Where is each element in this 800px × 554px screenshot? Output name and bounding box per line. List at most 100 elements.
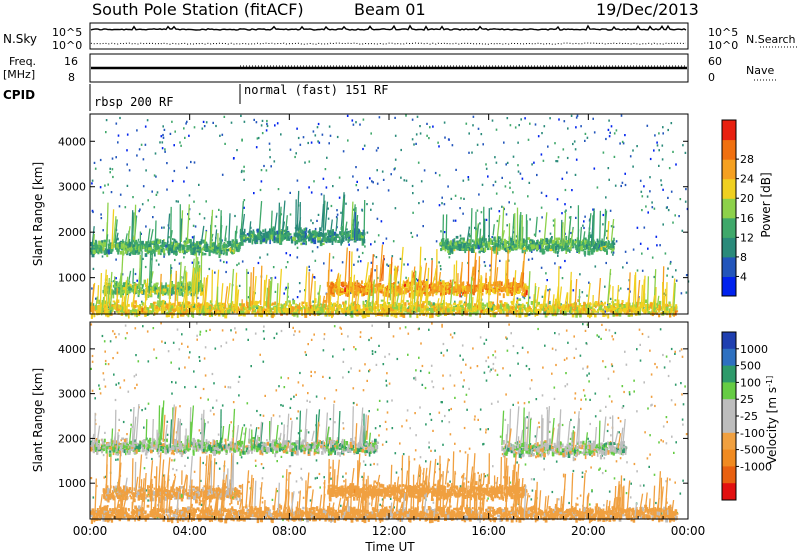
noise-left-tick-top: 10^5 xyxy=(52,26,82,39)
feature-1-mark xyxy=(269,228,272,234)
feature-2-mark xyxy=(559,243,562,246)
feature-0-mark xyxy=(173,251,176,255)
feature-2-mark xyxy=(539,242,542,247)
speckle-mark xyxy=(310,191,313,194)
feature-2-mark xyxy=(595,246,598,251)
speckle-mark xyxy=(483,261,486,264)
feature-3-mark xyxy=(351,289,354,293)
feature-0-mark xyxy=(231,251,234,255)
speckle-mark xyxy=(299,290,301,293)
feature-2-mark xyxy=(467,242,470,246)
speckle-mark xyxy=(485,218,488,221)
speckle-mark xyxy=(295,152,297,155)
speckle-mark xyxy=(377,234,380,237)
speckle-mark xyxy=(564,203,566,206)
speckle-mark xyxy=(382,178,385,181)
speckle-mark xyxy=(604,310,606,313)
speckle-mark xyxy=(314,227,317,231)
noise-panel: N.Sky 10^5 10^0 10^5 10^0 N.Search xyxy=(3,22,798,52)
speckle-mark xyxy=(372,181,374,184)
feature-3-mark xyxy=(345,282,347,285)
feature-2-mark xyxy=(484,243,488,248)
feature-0-mark xyxy=(129,242,132,247)
feature-3-mark xyxy=(386,290,389,294)
speckle-mark xyxy=(161,147,164,150)
speckle-mark xyxy=(183,256,185,259)
feature-5-mark xyxy=(537,301,540,305)
feature-2-mark xyxy=(567,247,571,250)
speckle-mark xyxy=(338,176,341,179)
speckle-mark xyxy=(622,266,624,269)
streak-mark xyxy=(137,267,141,289)
streak-mark xyxy=(478,228,482,244)
speckle-mark xyxy=(269,148,271,151)
feature-4-mark xyxy=(126,289,130,294)
speckle-mark xyxy=(381,170,384,173)
speckle-mark xyxy=(582,224,584,227)
feature-0-mark xyxy=(189,240,192,244)
speckle-mark xyxy=(568,248,570,251)
feature-5-mark xyxy=(448,303,451,306)
feature-2-mark xyxy=(454,242,458,246)
feature-2-mark xyxy=(488,241,492,244)
speckle-mark xyxy=(370,243,372,246)
speckle-mark xyxy=(233,157,235,160)
feature-2-mark xyxy=(452,239,455,243)
speckle-mark xyxy=(219,259,222,262)
speckle-mark xyxy=(411,184,414,188)
speckle-mark xyxy=(348,243,350,246)
feature-1-mark xyxy=(241,242,244,246)
speckle-mark xyxy=(285,266,287,269)
feature-3-mark xyxy=(415,285,418,290)
speckle-mark xyxy=(100,213,102,216)
speckle-mark xyxy=(412,192,414,195)
feature-0-mark xyxy=(116,249,120,252)
feature-0-mark xyxy=(105,250,108,253)
speckle-mark xyxy=(126,163,128,166)
feature-4-mark xyxy=(133,285,136,288)
feature-0-mark xyxy=(144,244,148,248)
speckle-mark xyxy=(341,261,344,264)
speckle-mark xyxy=(277,188,280,191)
feature-5-mark xyxy=(210,311,214,315)
feature-3-mark xyxy=(467,283,470,287)
speckle-mark xyxy=(416,234,418,237)
streak-mark xyxy=(329,219,333,234)
feature-2-mark xyxy=(589,234,592,238)
feature-2-mark xyxy=(446,240,449,245)
feature-1-mark xyxy=(319,227,322,232)
speckle-mark xyxy=(576,114,579,117)
feature-2-mark xyxy=(532,240,535,244)
speckle-mark xyxy=(273,160,276,163)
speckle-mark xyxy=(667,196,669,199)
feature-5-mark xyxy=(317,307,320,311)
speckle-mark xyxy=(392,240,395,243)
feature-3-mark xyxy=(464,291,467,297)
feature-4-mark xyxy=(170,282,173,288)
feature-1-mark xyxy=(258,235,262,240)
speckle-mark xyxy=(359,123,361,126)
feature-5-mark xyxy=(483,304,487,308)
speckle-mark xyxy=(477,127,480,130)
speckle-mark xyxy=(667,209,670,212)
speckle-mark xyxy=(346,114,349,117)
feature-0-mark xyxy=(186,246,190,251)
streak-mark xyxy=(115,232,119,245)
feature-3-mark xyxy=(506,287,510,290)
speckle-mark xyxy=(660,183,663,187)
feature-3-mark xyxy=(409,283,412,287)
feature-2-mark xyxy=(505,247,507,252)
feature-5-mark xyxy=(579,313,582,318)
speckle-mark xyxy=(662,223,664,226)
speckle-mark xyxy=(621,140,624,143)
speckle-mark xyxy=(596,186,599,189)
freq-panel: Freq. [MHz] 16 8 60 0 Nave xyxy=(3,53,778,84)
feature-0-mark xyxy=(134,244,137,249)
feature-0-mark xyxy=(92,249,96,254)
feature-0-mark xyxy=(124,249,128,254)
feature-1-mark xyxy=(295,240,299,245)
speckle-mark xyxy=(438,261,440,264)
streak-mark xyxy=(120,251,124,288)
speckle-mark xyxy=(219,134,221,137)
feature-2-mark xyxy=(510,237,513,243)
